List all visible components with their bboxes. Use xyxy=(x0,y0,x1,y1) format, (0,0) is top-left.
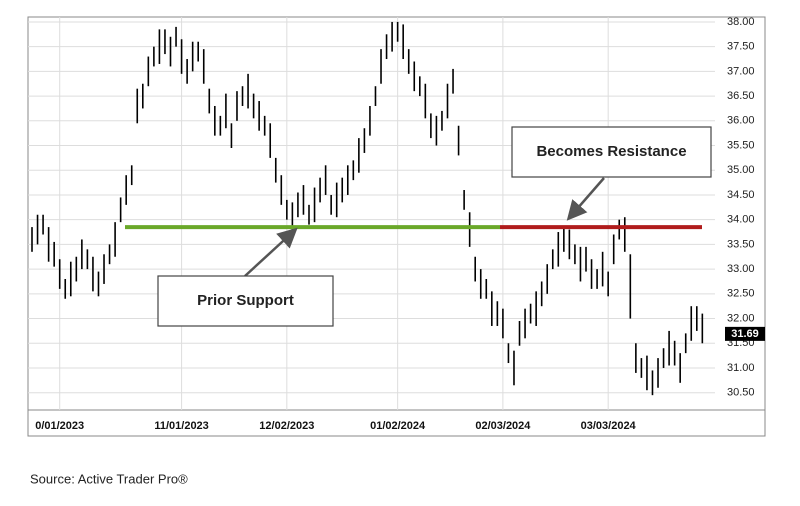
callout-label: Prior Support xyxy=(197,292,294,309)
y-tick-label: 33.50 xyxy=(727,238,755,250)
y-tick-label: 37.00 xyxy=(727,65,755,77)
y-tick-label: 30.50 xyxy=(727,387,755,399)
y-tick-label: 32.00 xyxy=(727,312,755,324)
y-tick-label: 33.00 xyxy=(727,263,755,275)
x-tick-label: 0/01/2023 xyxy=(35,420,84,432)
x-tick-label: 01/02/2024 xyxy=(370,420,426,432)
y-tick-label: 34.00 xyxy=(727,214,755,226)
last-price-box xyxy=(725,326,765,341)
callout-box xyxy=(157,275,334,327)
x-tick-label: 11/01/2023 xyxy=(154,420,208,432)
y-tick-label: 32.50 xyxy=(727,288,755,300)
y-tick-label: 34.50 xyxy=(727,189,755,201)
x-tick-label: 12/02/2023 xyxy=(259,420,314,432)
callout-box xyxy=(511,126,712,178)
y-tick-label: 38.00 xyxy=(727,16,755,28)
source: Source: Active Trader Pro® xyxy=(30,471,188,486)
y-tick-label: 35.50 xyxy=(727,139,755,151)
x-tick-label: 03/03/2024 xyxy=(581,420,637,432)
y-tick-label: 36.00 xyxy=(727,115,755,127)
x-tick-label: 02/03/2024 xyxy=(475,420,531,432)
callout-label: Becomes Resistance xyxy=(536,143,686,160)
y-tick-label: 35.00 xyxy=(727,164,755,176)
y-tick-label: 31.00 xyxy=(727,362,755,374)
callout-arrow xyxy=(566,177,605,221)
y-tick-label: 36.50 xyxy=(727,90,755,102)
callout-arrow xyxy=(244,227,298,277)
last-price-label: 31.69 xyxy=(731,328,759,340)
y-tick-label: 37.50 xyxy=(727,41,755,53)
